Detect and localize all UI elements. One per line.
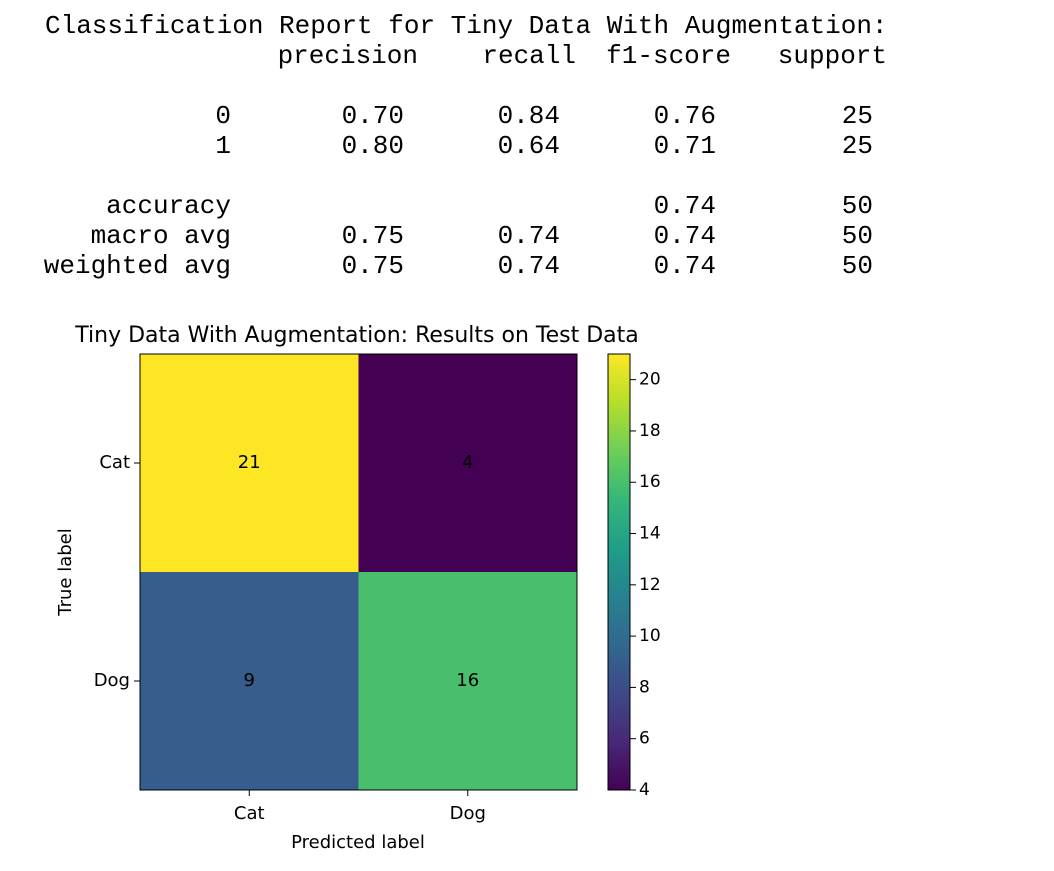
report-cell: 0.71 bbox=[654, 131, 716, 161]
colorbar-tick-label: 6 bbox=[639, 729, 650, 749]
colorbar-tick-label: 8 bbox=[639, 677, 650, 697]
report-cell: 0.75 bbox=[342, 221, 404, 251]
y-tick-label: Cat bbox=[99, 452, 130, 473]
colorbar-tick-label: 20 bbox=[639, 370, 661, 390]
report-cell: 0.76 bbox=[654, 101, 716, 131]
report-header: precision bbox=[278, 41, 418, 71]
colorbar-tick-label: 18 bbox=[639, 421, 661, 441]
report-title: Classification Report for Tiny Data With… bbox=[45, 11, 888, 41]
report-cell: 25 bbox=[842, 131, 873, 161]
report-cell: 0.74 bbox=[654, 191, 716, 221]
report-cell: 0.64 bbox=[498, 131, 560, 161]
plot-frame bbox=[139, 353, 578, 791]
report-cell: 50 bbox=[842, 191, 873, 221]
colorbar-tick-label: 14 bbox=[639, 524, 661, 544]
y-axis-label: True label bbox=[55, 528, 76, 617]
cell-label: 21 bbox=[238, 452, 261, 473]
colorbar-tick-label: 12 bbox=[639, 575, 661, 595]
report-cell: 25 bbox=[842, 101, 873, 131]
report-cell: 0.70 bbox=[342, 101, 404, 131]
colorbar-tick-label: 10 bbox=[639, 626, 661, 646]
report-cell: 0.75 bbox=[342, 251, 404, 281]
report-row-label: accuracy bbox=[106, 191, 231, 221]
x-tick-label: Dog bbox=[450, 803, 486, 824]
x-tick-label: Cat bbox=[234, 803, 265, 824]
report-row-label: macro avg bbox=[91, 221, 231, 251]
report-cell: 0.84 bbox=[498, 101, 560, 131]
heatmap-cell bbox=[358, 354, 577, 572]
y-tick-label: Dog bbox=[94, 670, 130, 691]
report-header: f1-score bbox=[606, 41, 731, 71]
x-axis-label: Predicted label bbox=[291, 832, 425, 853]
cell-label: 4 bbox=[462, 452, 473, 473]
report-cell: 50 bbox=[842, 251, 873, 281]
cell-label: 9 bbox=[244, 670, 255, 691]
report-header: recall bbox=[482, 41, 576, 71]
report-row-label: 0 bbox=[215, 101, 231, 131]
report-cell: 0.74 bbox=[498, 251, 560, 281]
report-cell: 0.74 bbox=[498, 221, 560, 251]
colorbar-tick-label: 4 bbox=[639, 780, 650, 800]
report-cell: 0.80 bbox=[342, 131, 404, 161]
report-header: support bbox=[778, 41, 887, 71]
report-row-label: weighted avg bbox=[44, 251, 231, 281]
chart-title: Tiny Data With Augmentation: Results on … bbox=[74, 323, 639, 348]
report-cell: 50 bbox=[842, 221, 873, 251]
heatmap-cell bbox=[358, 572, 577, 790]
report-cell: 0.74 bbox=[654, 251, 716, 281]
heatmap-cell bbox=[140, 572, 359, 790]
colorbar bbox=[607, 353, 631, 791]
cell-label: 16 bbox=[456, 670, 479, 691]
report-cell: 0.74 bbox=[654, 221, 716, 251]
colorbar-tick-label: 16 bbox=[639, 472, 661, 492]
report-row-label: 1 bbox=[215, 131, 231, 161]
heatmap-cell bbox=[140, 354, 359, 572]
